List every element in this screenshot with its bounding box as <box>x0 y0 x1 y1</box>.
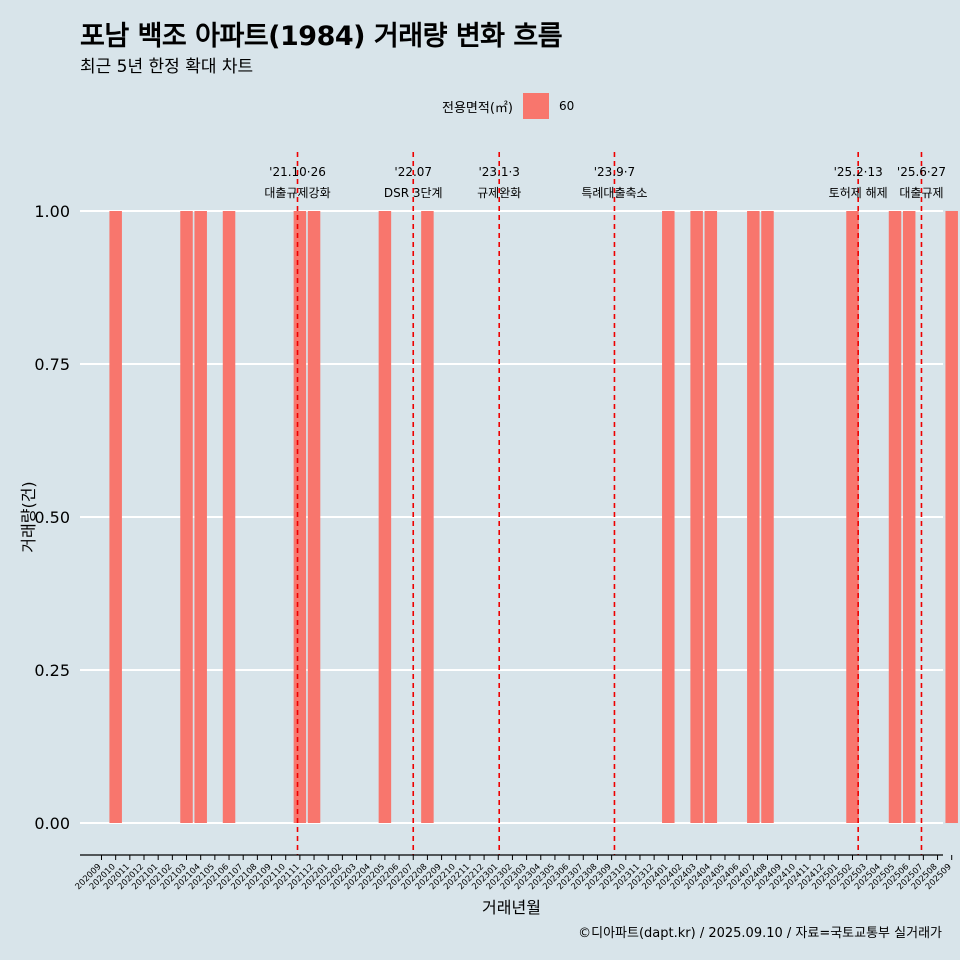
bar <box>690 211 703 823</box>
legend: 전용면적(㎡) 60 <box>442 93 574 119</box>
bar <box>662 211 675 823</box>
y-axis-title: 거래량(건) <box>19 481 38 552</box>
bar <box>421 211 434 823</box>
source-caption: ©디아파트(dapt.kr) / 2025.09.10 / 자료=국토교통부 실… <box>578 926 942 941</box>
event-name-label: 대출규제강화 <box>264 186 330 200</box>
y-tick-label: 1.00 <box>34 202 70 221</box>
bar <box>378 211 392 823</box>
event-date-label: '23.9·7 <box>594 165 635 179</box>
event-name-label: 대출규제 <box>899 186 943 200</box>
y-tick-label: 0.25 <box>34 661 70 680</box>
chart-subtitle: 최근 5년 한정 확대 차트 <box>80 57 254 77</box>
x-axis-title: 거래년월 <box>482 898 541 917</box>
legend-title: 전용면적(㎡) <box>442 100 513 116</box>
y-tick-label: 0.50 <box>34 508 70 527</box>
event-name-label: 규제완화 <box>477 186 521 200</box>
legend-label: 60 <box>558 99 575 113</box>
event-date-label: '21.10·26 <box>269 165 326 179</box>
event-name-label: 특례대출축소 <box>581 186 647 200</box>
bar <box>307 211 321 823</box>
chart-title: 포남 백조 아파트(1984) 거래량 변화 흐름 <box>80 21 563 52</box>
bar <box>704 211 718 823</box>
bar <box>109 211 122 823</box>
bar <box>888 211 902 823</box>
event-date-label: '22.07 <box>394 165 432 179</box>
bar <box>194 211 207 823</box>
bar <box>945 211 958 823</box>
event-date-label: '23.1·3 <box>478 165 519 179</box>
y-tick-label: 0.00 <box>34 814 70 833</box>
bar <box>222 211 236 823</box>
event-date-label: '25.6·27 <box>897 165 946 179</box>
bar <box>761 211 774 823</box>
bar <box>180 211 193 823</box>
event-date-label: '25.2·13 <box>834 165 883 179</box>
bar <box>747 211 760 823</box>
bar <box>846 211 859 823</box>
bar <box>902 211 916 823</box>
legend-key <box>522 93 549 119</box>
y-tick-label: 0.75 <box>34 355 70 374</box>
event-name-label: DSR 3단계 <box>384 186 443 200</box>
event-name-label: 토허제 해제 <box>829 186 888 200</box>
bar <box>293 211 307 823</box>
